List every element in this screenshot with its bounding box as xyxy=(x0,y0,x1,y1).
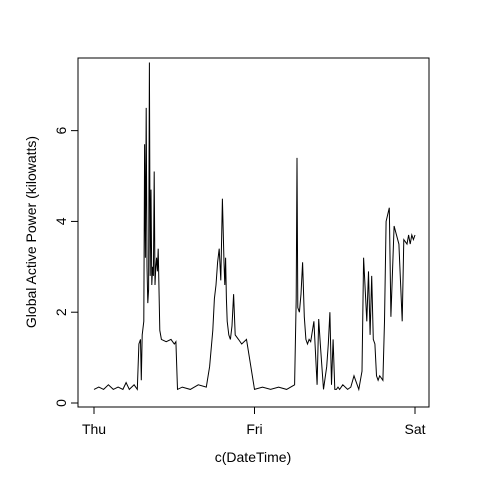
y-tick-label-2: 4 xyxy=(53,217,69,225)
series-group xyxy=(93,62,416,392)
y-tick-label-1: 2 xyxy=(53,308,69,316)
series-line-0 xyxy=(93,62,416,392)
y-axis: 0 2 4 6 xyxy=(53,126,79,407)
x-tick-label-2: Sat xyxy=(404,421,425,437)
plot-frame xyxy=(77,57,430,408)
x-axis-title: c(DateTime) xyxy=(215,449,292,465)
x-tick-label-1: Fri xyxy=(246,421,262,437)
x-axis: Thu Fri Sat xyxy=(82,406,426,437)
y-axis-title: Global Active Power (kilowatts) xyxy=(23,136,39,328)
y-tick-label-3: 6 xyxy=(53,126,69,134)
x-tick-label-0: Thu xyxy=(82,421,106,437)
y-tick-label-0: 0 xyxy=(53,399,69,407)
